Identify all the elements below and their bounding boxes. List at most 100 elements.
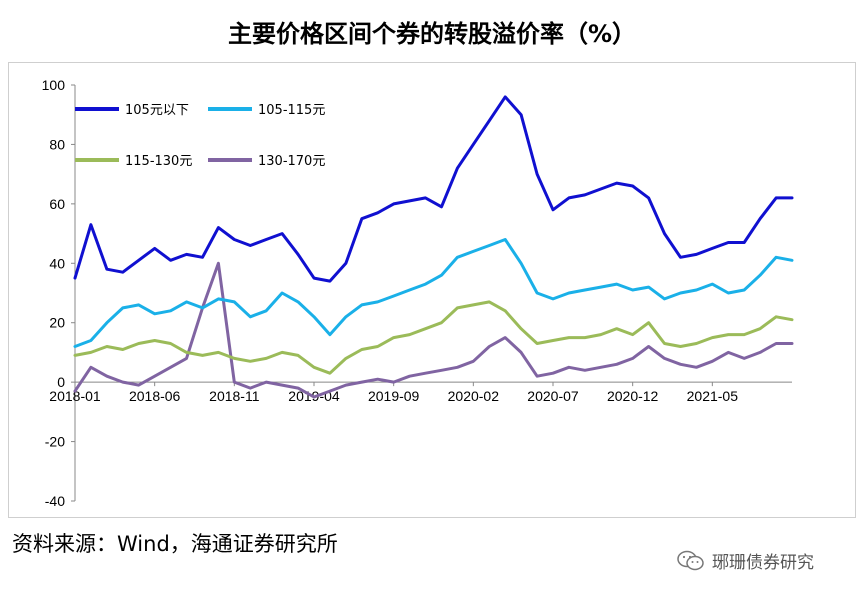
wechat-icon: [677, 550, 704, 570]
data-point: [122, 307, 124, 309]
data-point: [584, 369, 586, 372]
data-point: [775, 197, 777, 199]
chart-title: 主要价格区间个券的转股溢价率（%）: [227, 20, 637, 48]
data-point: [472, 304, 475, 306]
line-chart: -40 -20 0 20 40 60 80 100 2018-01 2018-06 2018-11 2…: [42, 77, 794, 509]
data-point: [504, 310, 507, 312]
data-point: [759, 351, 761, 354]
data-point: [265, 238, 268, 241]
source-note: 资料来源：Wind，海通证券研究所: [12, 532, 338, 556]
data-point: [568, 336, 570, 339]
data-point: [456, 167, 459, 169]
data-point: [743, 357, 745, 360]
data-point: [775, 256, 777, 259]
data-point: [440, 274, 443, 276]
data-point: [647, 286, 650, 288]
data-point: [791, 342, 793, 345]
data-point: [249, 244, 252, 247]
data-point: [249, 387, 252, 389]
data-point: [759, 274, 761, 276]
data-point: [313, 366, 315, 369]
data-point: [408, 289, 411, 291]
data-point: [472, 250, 475, 253]
data-point: [791, 259, 793, 262]
data-point: [488, 345, 491, 348]
data-point: [233, 301, 236, 303]
data-point: [153, 247, 156, 250]
data-point: [552, 372, 554, 375]
data-point: [185, 253, 188, 256]
data-point: [520, 327, 522, 330]
y-tick-label: 20: [49, 315, 65, 331]
data-point: [106, 268, 108, 270]
data-point: [679, 345, 682, 348]
data-point: [520, 113, 522, 116]
data-point: [297, 387, 299, 389]
data-point: [615, 182, 618, 184]
data-point: [584, 194, 586, 196]
data-point: [791, 318, 793, 321]
watermark-text: 琊珊债券研究: [712, 553, 814, 573]
data-point: [663, 357, 666, 360]
data-point: [376, 345, 379, 348]
data-point: [329, 372, 331, 375]
y-tick-label: 0: [57, 374, 65, 390]
data-point: [631, 289, 634, 291]
data-point: [711, 283, 714, 285]
data-point: [615, 283, 618, 285]
data-point: [584, 336, 586, 339]
data-point: [90, 339, 92, 342]
data-point: [552, 339, 554, 342]
data-point: [281, 384, 283, 386]
x-tick-label: 2019-09: [368, 388, 420, 404]
data-point: [727, 241, 730, 244]
data-point: [217, 226, 220, 229]
data-point: [376, 378, 379, 381]
data-point: [137, 259, 140, 262]
x-tick-label: 2018-06: [129, 388, 181, 404]
data-point: [329, 390, 331, 392]
data-point: [695, 342, 698, 345]
data-point: [536, 342, 538, 345]
data-point: [536, 292, 538, 294]
data-point: [106, 375, 108, 378]
data-point: [329, 280, 331, 282]
x-tick-label: 2018-01: [49, 388, 101, 404]
data-point: [424, 327, 427, 330]
data-point: [217, 351, 220, 354]
data-point: [424, 283, 427, 285]
data-point: [711, 360, 714, 363]
data-point: [169, 342, 172, 345]
data-point: [345, 384, 347, 386]
data-point: [345, 357, 347, 360]
data-point: [249, 360, 252, 363]
data-point: [217, 298, 220, 300]
data-point: [488, 244, 491, 247]
data-point: [281, 292, 283, 294]
data-point: [392, 381, 395, 383]
data-point: [74, 345, 76, 348]
data-point: [265, 357, 268, 360]
data-point: [456, 366, 459, 369]
data-point: [520, 351, 522, 354]
legend-label: 105-115元: [258, 103, 325, 118]
data-point: [520, 262, 522, 265]
data-point: [201, 307, 204, 309]
legend-label: 130-170元: [258, 154, 325, 169]
data-point: [313, 396, 315, 398]
data-point: [361, 381, 363, 383]
data-point: [600, 366, 602, 369]
data-point: [711, 247, 714, 250]
data-point: [233, 238, 236, 241]
data-point: [122, 381, 124, 383]
data-point: [759, 217, 761, 220]
data-point: [663, 232, 666, 235]
x-tick-label: 2020-12: [607, 388, 659, 404]
series-line-2: [73, 300, 794, 375]
chart-area: -40 -20 0 20 40 60 80 100 2018-01 2018-06 2018-11 2…: [8, 62, 856, 518]
y-tick-label: 40: [49, 255, 65, 271]
data-point: [313, 316, 315, 318]
data-point: [408, 333, 411, 336]
data-point: [568, 366, 570, 369]
data-point: [185, 357, 188, 360]
